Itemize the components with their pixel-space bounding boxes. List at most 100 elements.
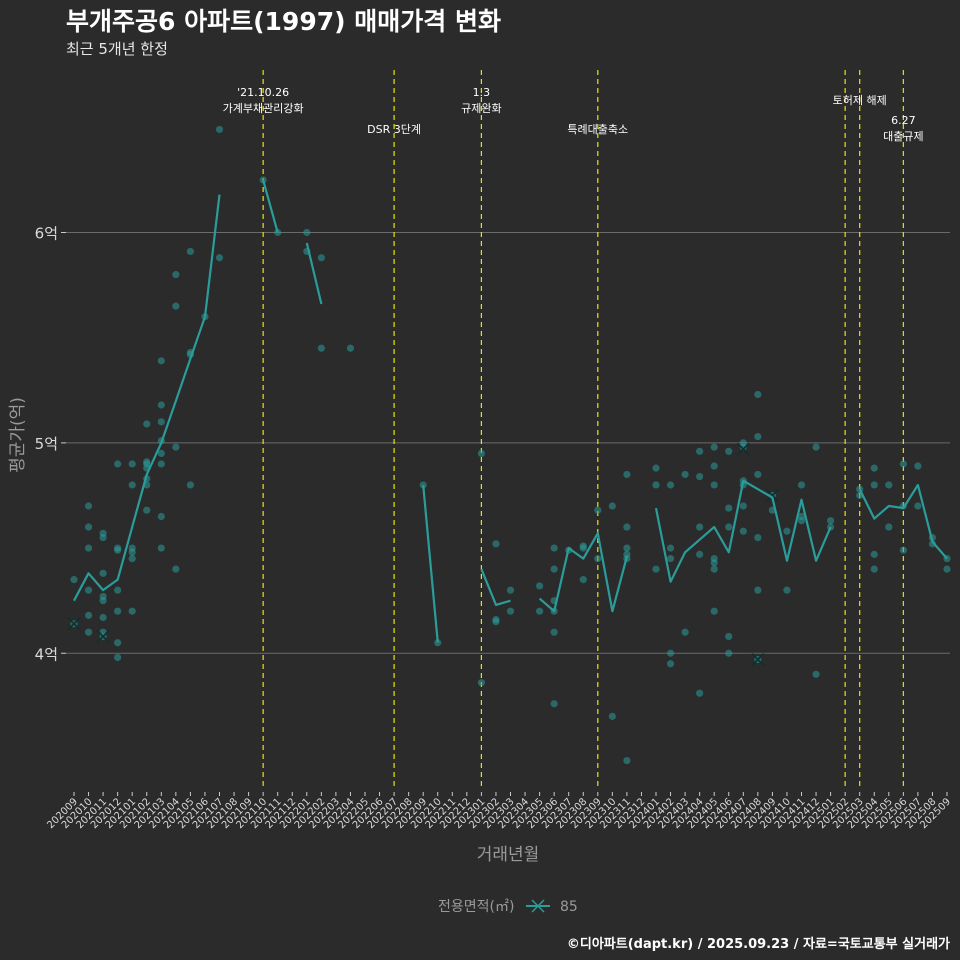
transaction-point	[885, 481, 893, 489]
transaction-point	[739, 527, 747, 535]
transaction-point	[623, 523, 631, 531]
transaction-point	[99, 592, 107, 601]
transaction-point	[114, 460, 122, 468]
transaction-point	[681, 628, 689, 636]
transaction-point	[870, 550, 878, 558]
transaction-point	[870, 481, 878, 489]
transaction-point	[856, 485, 864, 493]
transaction-point	[99, 529, 107, 537]
transaction-point	[157, 460, 165, 468]
transaction-point	[899, 546, 907, 554]
transaction-point	[114, 546, 122, 554]
event-label: 규제완화	[461, 102, 501, 115]
transaction-point	[696, 447, 704, 455]
transaction-point	[725, 447, 733, 455]
transaction-point	[172, 270, 180, 279]
transaction-point	[594, 506, 602, 514]
transaction-point	[885, 523, 893, 531]
transaction-point	[696, 689, 704, 697]
legend: 전용면적(㎡) 85	[438, 899, 578, 915]
transaction-point	[157, 544, 165, 552]
transaction-point	[143, 506, 151, 514]
transaction-point	[84, 544, 93, 552]
transaction-point	[550, 544, 558, 552]
event-label: 토허제 해제	[833, 93, 887, 107]
transaction-point	[928, 540, 937, 548]
transaction-point	[128, 544, 136, 552]
series-line-segment	[305, 242, 323, 305]
transaction-point	[84, 628, 93, 636]
transaction-point	[623, 756, 631, 765]
y-tick-label: 4억	[35, 645, 58, 663]
transaction-point	[303, 228, 311, 237]
transaction-point	[652, 464, 660, 472]
transaction-point	[696, 472, 704, 481]
event-label: 가계부채관리강화	[223, 102, 304, 115]
x-axis-ticks: 2020092020102020112020122021012021022021…	[45, 792, 953, 831]
event-label: DSR 3단계	[367, 123, 421, 136]
transaction-point	[157, 512, 165, 521]
transaction-point	[710, 565, 718, 573]
transaction-point	[681, 470, 689, 479]
transaction-point	[696, 523, 704, 531]
transaction-point	[506, 607, 515, 615]
transaction-point	[492, 618, 500, 626]
transaction-point	[128, 481, 136, 489]
y-tick-label: 5억	[35, 435, 58, 453]
transaction-point	[215, 254, 224, 262]
transaction-point	[550, 700, 558, 708]
transaction-point	[114, 586, 122, 594]
transaction-point	[797, 481, 806, 489]
transaction-point	[434, 639, 442, 647]
transaction-point	[870, 565, 878, 573]
transaction-point	[157, 357, 165, 365]
transaction-point	[317, 254, 325, 262]
cancelled-marker	[736, 442, 750, 456]
transaction-point	[696, 550, 704, 558]
transaction-point	[666, 544, 675, 552]
series-line-segment	[858, 483, 948, 560]
transaction-point	[623, 550, 631, 558]
chart-title: 부개주공6 아파트(1997) 매매가격 변화	[66, 7, 501, 36]
transaction-point	[797, 512, 806, 521]
transaction-point	[186, 481, 194, 489]
transaction-point	[870, 464, 878, 472]
grid-lines	[66, 232, 950, 654]
transaction-point	[128, 460, 136, 468]
transaction-point	[317, 344, 325, 352]
series-line-segment	[73, 194, 221, 602]
transaction-point	[594, 554, 602, 563]
transaction-point	[346, 344, 355, 352]
event-label: 1.3	[473, 86, 491, 99]
transaction-point	[710, 559, 718, 567]
transaction-point	[143, 420, 151, 428]
y-axis-ticks: 4억 5억 6억	[35, 225, 66, 663]
transaction-point	[99, 613, 107, 622]
transaction-point	[550, 628, 558, 636]
series-line-segment	[480, 568, 511, 607]
transaction-point	[812, 670, 820, 678]
transaction-point	[84, 502, 93, 510]
transaction-point	[536, 582, 544, 590]
x-axis-label: 거래년월	[477, 845, 540, 865]
transaction-point	[114, 639, 122, 647]
transaction-point	[172, 443, 180, 451]
event-label: '21.10.26	[237, 86, 289, 99]
series-line-segment	[422, 484, 439, 643]
transaction-point	[739, 502, 747, 510]
transaction-point	[536, 607, 544, 615]
y-tick-label: 6억	[35, 225, 58, 243]
transaction-points	[67, 125, 951, 765]
transaction-point	[783, 586, 791, 594]
transaction-point	[143, 460, 151, 468]
transaction-point	[274, 228, 282, 237]
transaction-point	[783, 527, 791, 535]
average-price-line	[73, 179, 948, 643]
transaction-point	[157, 418, 165, 426]
event-label: 대출규제	[883, 130, 923, 143]
cancelled-marker	[751, 653, 765, 667]
cancelled-marker	[96, 629, 110, 643]
transaction-point	[608, 502, 616, 510]
